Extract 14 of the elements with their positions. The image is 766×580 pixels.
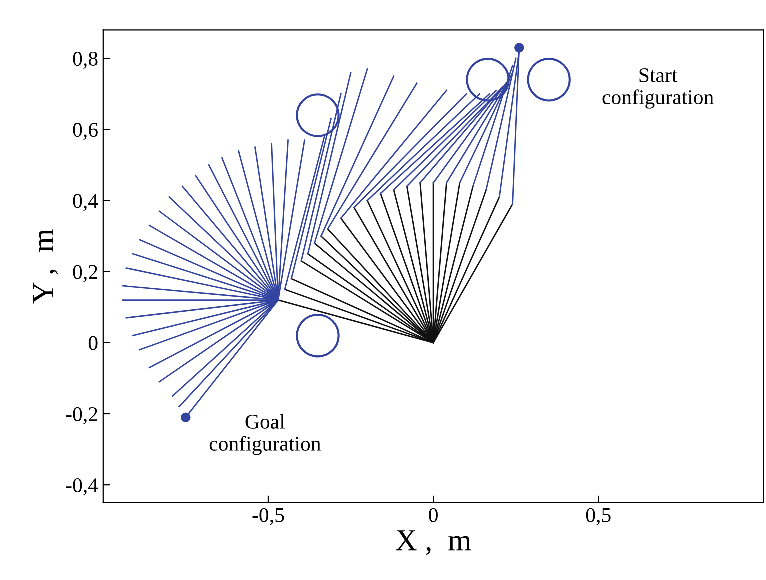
y-tick-label: 0,8 xyxy=(73,52,98,70)
x-tick-label: -0,5 xyxy=(252,508,284,526)
x-axis-title: X , m xyxy=(396,530,472,556)
annotation: Start configuration xyxy=(602,68,714,109)
y-axis-title: Y , m xyxy=(34,229,58,304)
y-tick-label: 0,6 xyxy=(73,123,98,140)
y-tick-label: -0,4 xyxy=(66,478,98,496)
y-tick-label: 0 xyxy=(88,336,98,350)
y-tick-label: 0,4 xyxy=(73,194,98,212)
y-tick-label: 0,2 xyxy=(73,265,98,282)
x-tick-label: 0,5 xyxy=(586,508,611,526)
y-tick-label: -0,2 xyxy=(66,407,98,424)
x-tick-label: 0 xyxy=(429,508,438,522)
annotation: Goal configuration xyxy=(210,414,321,456)
